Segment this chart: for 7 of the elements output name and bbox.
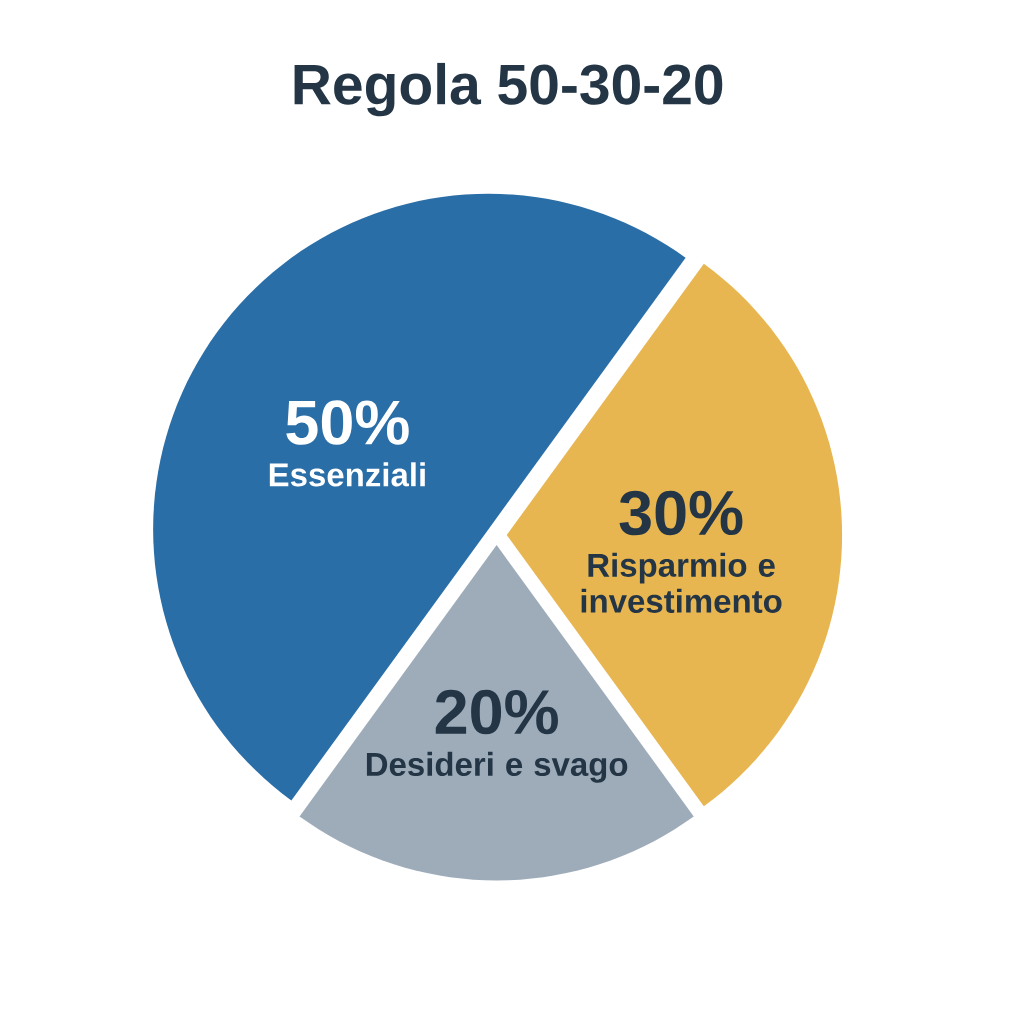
data-label: 20%: [435, 689, 558, 735]
slice-label: Risparmio e investimento: [581, 552, 782, 613]
slice-label: Desideri e svago: [366, 751, 628, 783]
data-label: 50%: [286, 400, 409, 445]
chart-title: Regola 50-30-20: [294, 62, 723, 117]
data-label: 30%: [619, 490, 743, 536]
slice-label: Essenziali: [269, 462, 425, 487]
